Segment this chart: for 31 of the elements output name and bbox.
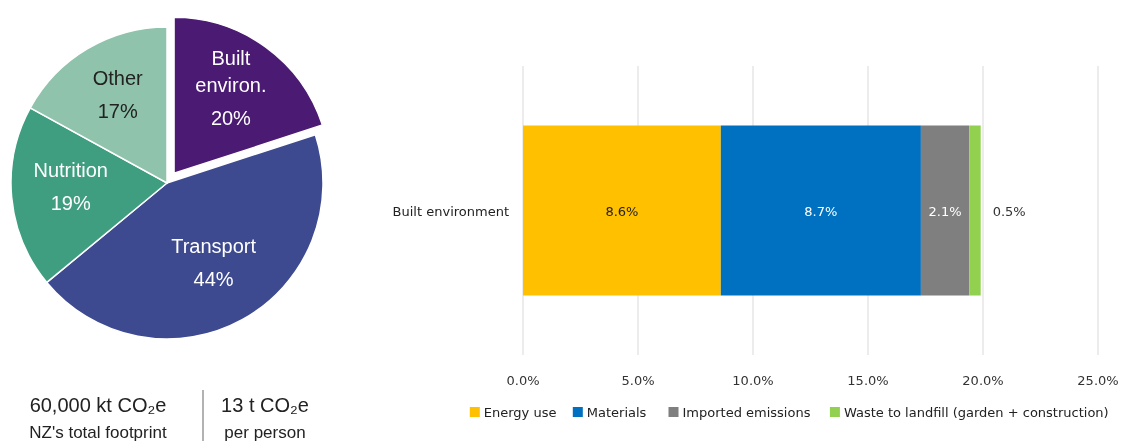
text: per person [224, 423, 306, 441]
legend-label: Energy use [483, 405, 557, 420]
data-label: 17% [97, 99, 138, 122]
text: 13 t CO₂e [221, 394, 309, 416]
bar [523, 125, 721, 296]
bar [920, 125, 970, 296]
data-label: 8.7% [804, 203, 838, 219]
x-tick-label: 5.0% [621, 373, 655, 388]
x-tick-label: 25.0% [1077, 373, 1119, 388]
slice-label: Built environ. [195, 47, 267, 97]
bar [969, 125, 981, 296]
slice-label: Transport [171, 234, 257, 257]
slice-label: Other [92, 66, 144, 89]
legend-label: Materials [586, 405, 647, 420]
legend-label: Imported emissions [682, 405, 811, 420]
legend-label: Waste to landfill (garden + construction) [843, 405, 1109, 420]
x-tick-label: 15.0% [847, 373, 889, 388]
text: NZ's total footprint [29, 423, 167, 441]
data-label: 44% [193, 267, 234, 290]
data-label: 20% [210, 107, 252, 130]
bar [720, 125, 921, 296]
data-label: 19% [50, 192, 91, 215]
x-tick-label: 20.0% [962, 373, 1004, 388]
x-tick-label: 10.0% [732, 373, 774, 388]
data-label: 0.5% [992, 203, 1026, 219]
y-tick-label: Built environment [392, 203, 509, 219]
x-tick-label: 0.0% [506, 373, 540, 388]
slice-label: Nutrition [33, 159, 108, 182]
text: 60,000 kt CO₂e [29, 394, 167, 416]
data-label: 8.6% [605, 203, 639, 219]
data-label: 2.1% [928, 203, 962, 219]
